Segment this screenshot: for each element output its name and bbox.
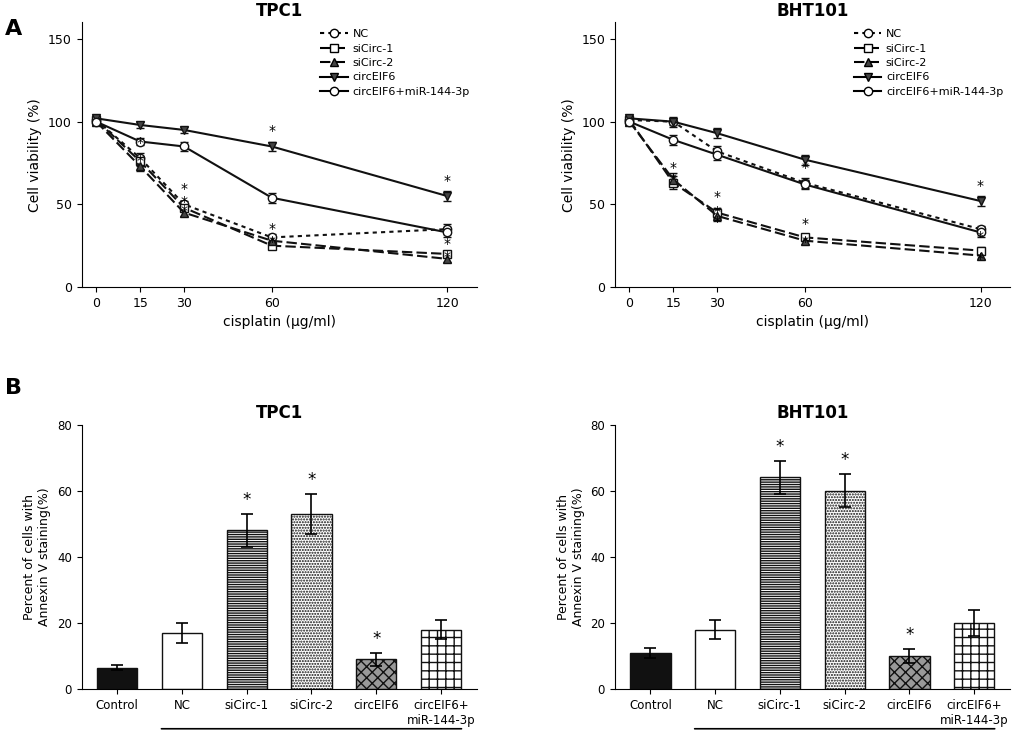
Text: *: * — [180, 195, 187, 209]
Legend: NC, siCirc-1, siCirc-2, circEIF6, circEIF6+miR-144-3p: NC, siCirc-1, siCirc-2, circEIF6, circEI… — [316, 25, 474, 101]
X-axis label: cisplatin (μg/ml): cisplatin (μg/ml) — [755, 315, 868, 330]
Text: *: * — [268, 235, 275, 249]
Bar — [630, 652, 669, 689]
X-axis label: cisplatin (μg/ml): cisplatin (μg/ml) — [222, 315, 335, 330]
Text: *: * — [669, 160, 677, 175]
Y-axis label: Cell viability (%): Cell viability (%) — [561, 98, 575, 212]
Legend: NC, siCirc-1, siCirc-2, circEIF6, circEIF6+miR-144-3p: NC, siCirc-1, siCirc-2, circEIF6, circEI… — [849, 25, 1007, 101]
Text: B: B — [5, 378, 22, 398]
Text: *: * — [443, 250, 450, 264]
Text: *: * — [443, 174, 450, 188]
Title: BHT101: BHT101 — [775, 1, 848, 19]
Text: *: * — [713, 190, 720, 204]
Text: A: A — [5, 19, 22, 39]
Y-axis label: Percent of cells with
Annexin V staining(%): Percent of cells with Annexin V staining… — [23, 488, 51, 626]
Text: *: * — [669, 172, 677, 187]
Bar — [953, 623, 994, 689]
Title: TPC1: TPC1 — [255, 1, 303, 19]
Text: *: * — [180, 182, 187, 196]
Bar — [823, 491, 864, 689]
Text: *: * — [307, 471, 315, 489]
Bar — [291, 514, 331, 689]
Bar — [162, 633, 202, 689]
Text: *: * — [137, 154, 144, 168]
Text: *: * — [801, 235, 808, 249]
Title: TPC1: TPC1 — [255, 404, 303, 422]
Text: *: * — [976, 230, 983, 244]
Text: *: * — [904, 626, 913, 644]
Bar — [356, 659, 396, 689]
Title: BHT101: BHT101 — [775, 404, 848, 422]
Text: *: * — [243, 491, 251, 509]
Text: *: * — [713, 215, 720, 229]
Text: *: * — [801, 216, 808, 231]
Text: *: * — [713, 205, 720, 219]
Text: *: * — [268, 222, 275, 236]
Text: *: * — [775, 438, 784, 456]
Bar — [889, 656, 928, 689]
Text: *: * — [372, 630, 380, 648]
Bar — [421, 630, 461, 689]
Text: *: * — [268, 124, 275, 139]
Text: *: * — [801, 160, 808, 175]
Text: *: * — [180, 204, 187, 217]
Bar — [759, 477, 799, 689]
Text: *: * — [976, 252, 983, 265]
Y-axis label: Cell viability (%): Cell viability (%) — [29, 98, 43, 212]
Text: *: * — [976, 179, 983, 192]
Bar — [226, 530, 267, 689]
Y-axis label: Percent of cells with
Annexin V staining(%): Percent of cells with Annexin V staining… — [556, 488, 584, 626]
Bar — [97, 667, 138, 689]
Text: *: * — [137, 136, 144, 150]
Text: *: * — [840, 451, 848, 469]
Text: *: * — [443, 237, 450, 251]
Bar — [694, 630, 735, 689]
